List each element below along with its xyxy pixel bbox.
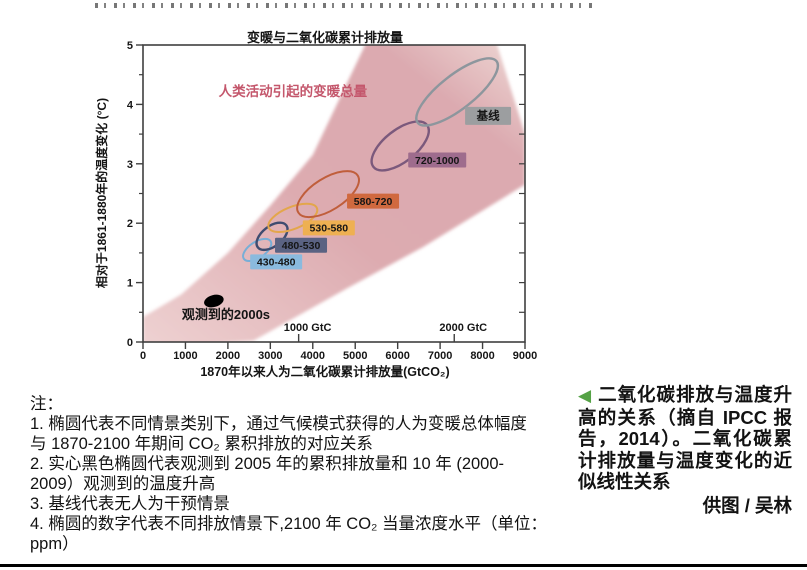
- warming-co2-chart: 1000 GtC 2000 GtC430-480480-530530-580580…: [94, 30, 537, 379]
- svg-text:7000: 7000: [428, 350, 452, 362]
- svg-text:2000: 2000: [216, 350, 240, 362]
- figure-notes: 注： 1. 椭圆代表不同情景类别下，通过气候模式获得的人为变暖总体幅度 与 18…: [30, 394, 590, 554]
- photo-credit: 供图 / 吴林: [702, 494, 792, 516]
- notes-line-2b: 2009）观测到的温度升高: [30, 475, 216, 493]
- svg-text:3: 3: [127, 159, 133, 171]
- notes-line-1b: 与 1870-2100 年期间 CO₂ 累积排放的对应关系: [30, 435, 373, 453]
- svg-text:2: 2: [127, 218, 133, 230]
- scenario-chip-530-580: [302, 220, 355, 236]
- svg-text:4000: 4000: [301, 350, 325, 362]
- scenario-chip-720-1000: [408, 152, 467, 168]
- observed-2000s-ellipse: [204, 294, 224, 308]
- y-axis-title: 相对于1861-1880年的温度变化 (°C): [94, 98, 109, 288]
- svg-text:1000 GtC: 1000 GtC: [284, 322, 332, 334]
- svg-text:人类活动引起的变暖总量: 人类活动引起的变暖总量: [219, 83, 368, 99]
- caption-text: 二氧化碳排放与温度升高的关系（摘自 IPCC 报告，2014）。二氧化碳累计排放…: [578, 384, 792, 492]
- notes-line-2: 2. 实心黑色椭圆代表观测到 2005 年的累积排放量和 10 年 (2000-: [30, 455, 505, 473]
- scenario-chip-430-480: [250, 254, 303, 270]
- svg-text:530-580: 530-580: [310, 223, 349, 235]
- svg-text:9000: 9000: [513, 350, 537, 362]
- svg-text:2000 GtC: 2000 GtC: [439, 322, 487, 334]
- svg-text:430-480: 430-480: [257, 257, 296, 269]
- svg-text:8000: 8000: [470, 350, 494, 362]
- notes-line-4b: ppm）: [30, 535, 79, 553]
- svg-text:1000: 1000: [173, 350, 197, 362]
- svg-text:5: 5: [127, 40, 133, 52]
- human-warming-band: [143, 45, 525, 342]
- svg-text:3000: 3000: [258, 350, 282, 362]
- caption-arrow-icon: ◀: [578, 386, 593, 405]
- svg-text:6000: 6000: [385, 350, 409, 362]
- svg-text:0: 0: [127, 337, 133, 349]
- chart-area: 1000 GtC 2000 GtC 430-480 480-530 530-580 580…: [85, 28, 545, 385]
- bottom-rule: [0, 564, 807, 567]
- svg-text:480-530: 480-530: [282, 240, 321, 252]
- notes-line-4: 4. 椭圆的数字代表不同排放情景下,2100 年 CO₂ 当量浓度水平（单位：: [30, 515, 548, 533]
- scenario-ellipse-580-720: [296, 170, 360, 219]
- notes-heading: 注：: [30, 395, 63, 413]
- chart-title: 变暖与二氧化碳累计排放量: [247, 30, 403, 45]
- svg-text:720-1000: 720-1000: [415, 155, 460, 167]
- svg-text:5000: 5000: [343, 350, 367, 362]
- figure-caption: ◀ 二氧化碳排放与温度升高的关系（摘自 IPCC 报告，2014）。二氧化碳累计排…: [578, 384, 792, 516]
- notes-line-3: 3. 基线代表无人为干预情景: [30, 495, 230, 513]
- svg-text:4: 4: [127, 99, 134, 111]
- svg-text:观测到的2000s: 观测到的2000s: [182, 307, 270, 322]
- scenario-ellipse-530-580: [267, 202, 319, 233]
- svg-text:580-720: 580-720: [354, 196, 393, 208]
- scenario-ellipse-基线: [415, 57, 500, 127]
- scenario-chip-基线: [465, 106, 512, 125]
- svg-text:1: 1: [127, 278, 133, 290]
- scenario-chip-480-530: [275, 237, 328, 253]
- notes-line-1: 1. 椭圆代表不同情景类别下，通过气候模式获得的人为变暖总体幅度: [30, 415, 527, 433]
- svg-text:基线: 基线: [476, 109, 500, 123]
- svg-text:0: 0: [140, 350, 146, 362]
- clipped-text-line: [95, 3, 595, 8]
- scenario-chip-580-720: [347, 193, 400, 209]
- x-axis-title: 1870年以来人为二氧化碳累计排放量(GtCO₂): [200, 364, 449, 379]
